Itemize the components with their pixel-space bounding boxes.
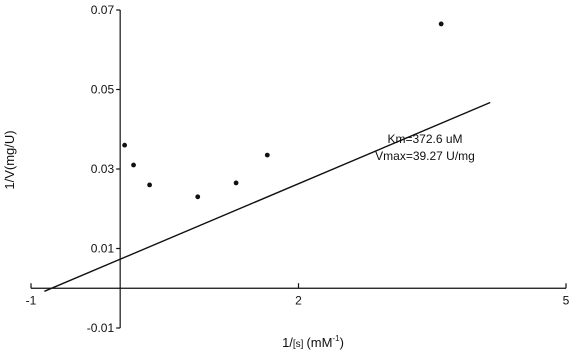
x-tick-label-0: -1 [26, 293, 37, 307]
annotation-km: Km=372.6 uM [387, 132, 462, 146]
x-axis-title-main: 1/ [282, 335, 293, 350]
data-point-4 [233, 180, 239, 186]
fit-line-group [44, 101, 491, 292]
y-tick-label-4: 0.07 [91, 3, 115, 17]
data-point-2 [147, 182, 152, 188]
data-point-5 [264, 152, 270, 158]
data-point-0 [122, 142, 128, 148]
x-axis-title-unit-pre: (mM [306, 335, 332, 350]
data-point-1 [131, 162, 136, 168]
y-tick-label-2: 0.03 [91, 162, 115, 176]
x-axis-title-unit-sup: -1 [332, 334, 340, 343]
y-axis-title: 1/V(mg/U) [2, 130, 17, 189]
x-tick-label-2: 5 [563, 293, 570, 307]
y-tick-label-3: 0.05 [91, 83, 115, 97]
tick-marks [30, 9, 567, 329]
annotation-vmax: Vmax=39.27 U/mg [375, 149, 475, 163]
x-axis-title: 1/[s] (mM-1) [282, 334, 344, 350]
x-axis-title-sub: [s] [293, 339, 304, 350]
x-tick-label-1: 2 [295, 293, 302, 307]
y-tick-label-1: 0.01 [91, 242, 115, 256]
tick-labels: -1 2 5 -0.01 0.01 0.03 0.05 0.07 [26, 3, 570, 335]
data-point-3 [195, 194, 201, 200]
fit-line [44, 101, 491, 292]
y-tick-label-0: -0.01 [87, 321, 115, 335]
x-axis-title-unit-post: ) [340, 335, 344, 350]
data-points [122, 21, 444, 200]
data-point-6 [438, 21, 444, 27]
